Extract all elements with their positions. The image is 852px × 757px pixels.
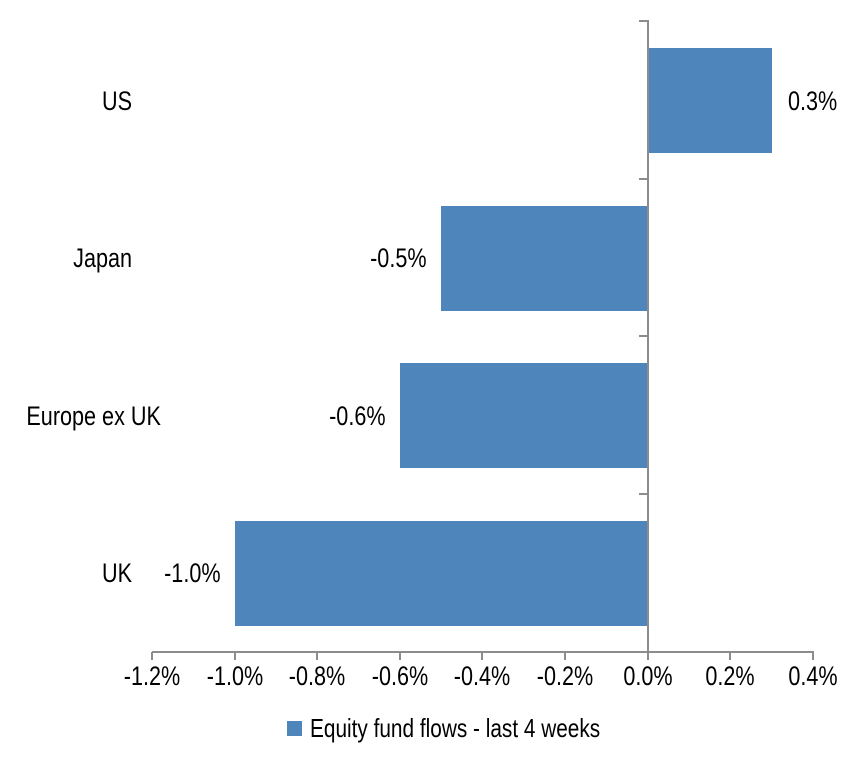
value-axis-tick-label: 0.2% [705,661,755,691]
bar-europe-ex-uk [400,363,647,468]
value-axis-tick [234,652,236,660]
legend: Equity fund flows - last 4 weeks [287,714,673,742]
bar-japan [441,206,647,311]
value-axis-tick-label: -1.2% [123,661,181,691]
value-axis-tick-label: -0.6% [371,661,429,691]
category-axis-tick [639,493,647,495]
value-axis-tick [399,652,401,660]
value-axis-tick-label: -0.2% [536,661,594,691]
category-axis-tick [639,335,647,337]
category-axis-tick [639,20,647,22]
legend-marker-icon [287,720,302,736]
value-axis-tick [647,652,649,660]
data-label: 0.3% [788,86,838,116]
value-axis-tick-label: -1.0% [206,661,264,691]
value-axis-tick-label: 0.4% [788,661,838,691]
value-axis-tick [729,652,731,660]
category-label: US [101,86,132,116]
data-label: -0.5% [370,243,427,273]
value-axis-tick-label: -0.8% [288,661,346,691]
value-axis-line [152,651,814,653]
category-axis-tick [639,178,647,180]
category-axis-line [647,20,649,652]
value-axis-tick [812,652,814,660]
data-label: -0.6% [329,401,386,431]
value-axis-tick [316,652,318,660]
bar-us [649,48,772,153]
category-label: Japan [73,243,132,273]
value-axis-tick [151,652,153,660]
value-axis-tick-label: 0.0% [623,661,673,691]
legend-label: Equity fund flows - last 4 weeks [310,713,601,743]
data-label: -1.0% [164,558,221,588]
value-axis-tick [481,652,483,660]
category-label: Europe ex UK [26,401,161,431]
value-axis-tick [564,652,566,660]
bar-uk [235,521,647,626]
value-axis-tick-label: -0.4% [453,661,511,691]
category-label: UK [101,558,132,588]
